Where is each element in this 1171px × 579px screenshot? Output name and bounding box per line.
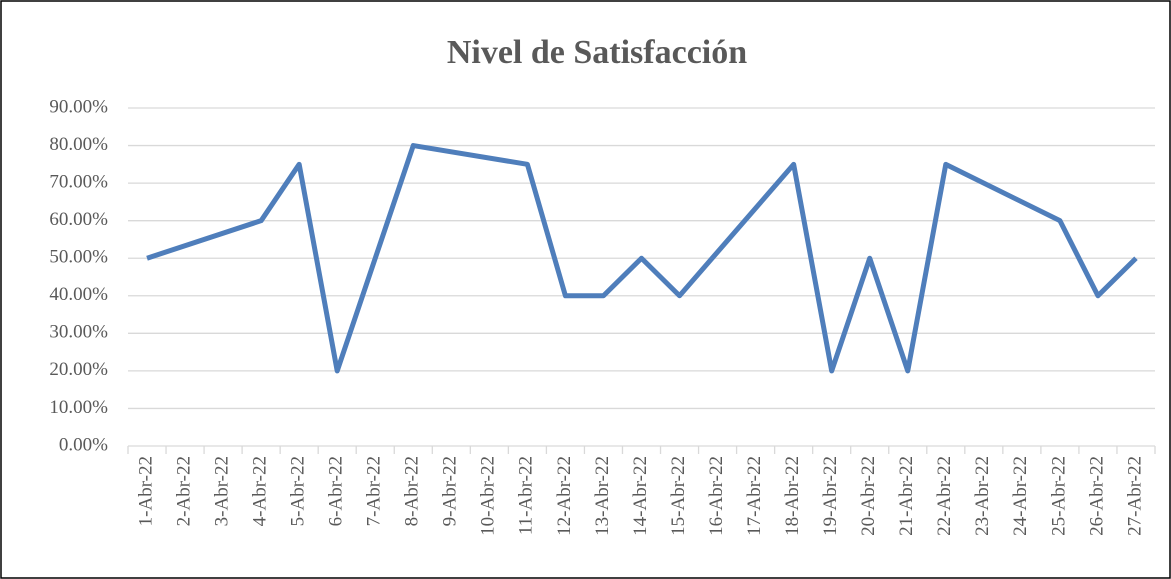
x-tick-label: 13-Abr-22 <box>592 456 613 536</box>
y-tick-label: 70.00% <box>49 171 108 192</box>
x-tick-label: 5-Abr-22 <box>288 456 309 526</box>
x-tick-label: 2-Abr-22 <box>173 456 194 526</box>
x-tick-label: 20-Abr-22 <box>858 456 879 536</box>
data-line <box>146 143 1138 374</box>
y-tick-label: 40.00% <box>49 284 108 305</box>
x-tick-label: 3-Abr-22 <box>211 456 232 526</box>
y-tick-label: 60.00% <box>49 209 108 230</box>
x-tick-label: 14-Abr-22 <box>630 456 651 536</box>
x-tick-label: 16-Abr-22 <box>706 456 727 536</box>
y-tick-label: 80.00% <box>49 134 108 155</box>
y-tick-label: 50.00% <box>49 247 108 268</box>
x-tick-label: 10-Abr-22 <box>478 456 499 536</box>
x-tick-label: 18-Abr-22 <box>782 456 803 536</box>
x-tick-label: 7-Abr-22 <box>364 456 385 526</box>
y-tick-label: 10.00% <box>49 397 108 418</box>
x-tick-label: 11-Abr-22 <box>516 456 537 535</box>
x-tick-label: 24-Abr-22 <box>1010 456 1031 536</box>
x-tick-label: 26-Abr-22 <box>1086 456 1107 536</box>
y-tick-label: 0.00% <box>59 434 108 455</box>
x-tick-label: 4-Abr-22 <box>249 456 270 526</box>
x-tick-label: 1-Abr-22 <box>135 456 156 526</box>
x-tick-label: 19-Abr-22 <box>820 456 841 536</box>
x-tick-label: 27-Abr-22 <box>1124 456 1145 536</box>
x-tick-label: 8-Abr-22 <box>402 456 423 526</box>
y-tick-label: 90.00% <box>49 96 108 117</box>
x-tick-label: 9-Abr-22 <box>440 456 461 526</box>
y-tick-label: 20.00% <box>49 359 108 380</box>
y-tick-label: 30.00% <box>49 322 108 343</box>
x-tick-label: 25-Abr-22 <box>1048 456 1069 536</box>
x-tick-label: 22-Abr-22 <box>934 456 955 536</box>
x-tick-label: 17-Abr-22 <box>744 456 765 536</box>
x-tick-label: 23-Abr-22 <box>972 456 993 536</box>
x-tick-label: 6-Abr-22 <box>326 456 347 526</box>
x-tick-label: 12-Abr-22 <box>554 456 575 536</box>
chart-title: Nivel de Satisfacción <box>447 34 747 71</box>
x-tick-label: 15-Abr-22 <box>668 456 689 536</box>
x-tick-label: 21-Abr-22 <box>896 456 917 536</box>
